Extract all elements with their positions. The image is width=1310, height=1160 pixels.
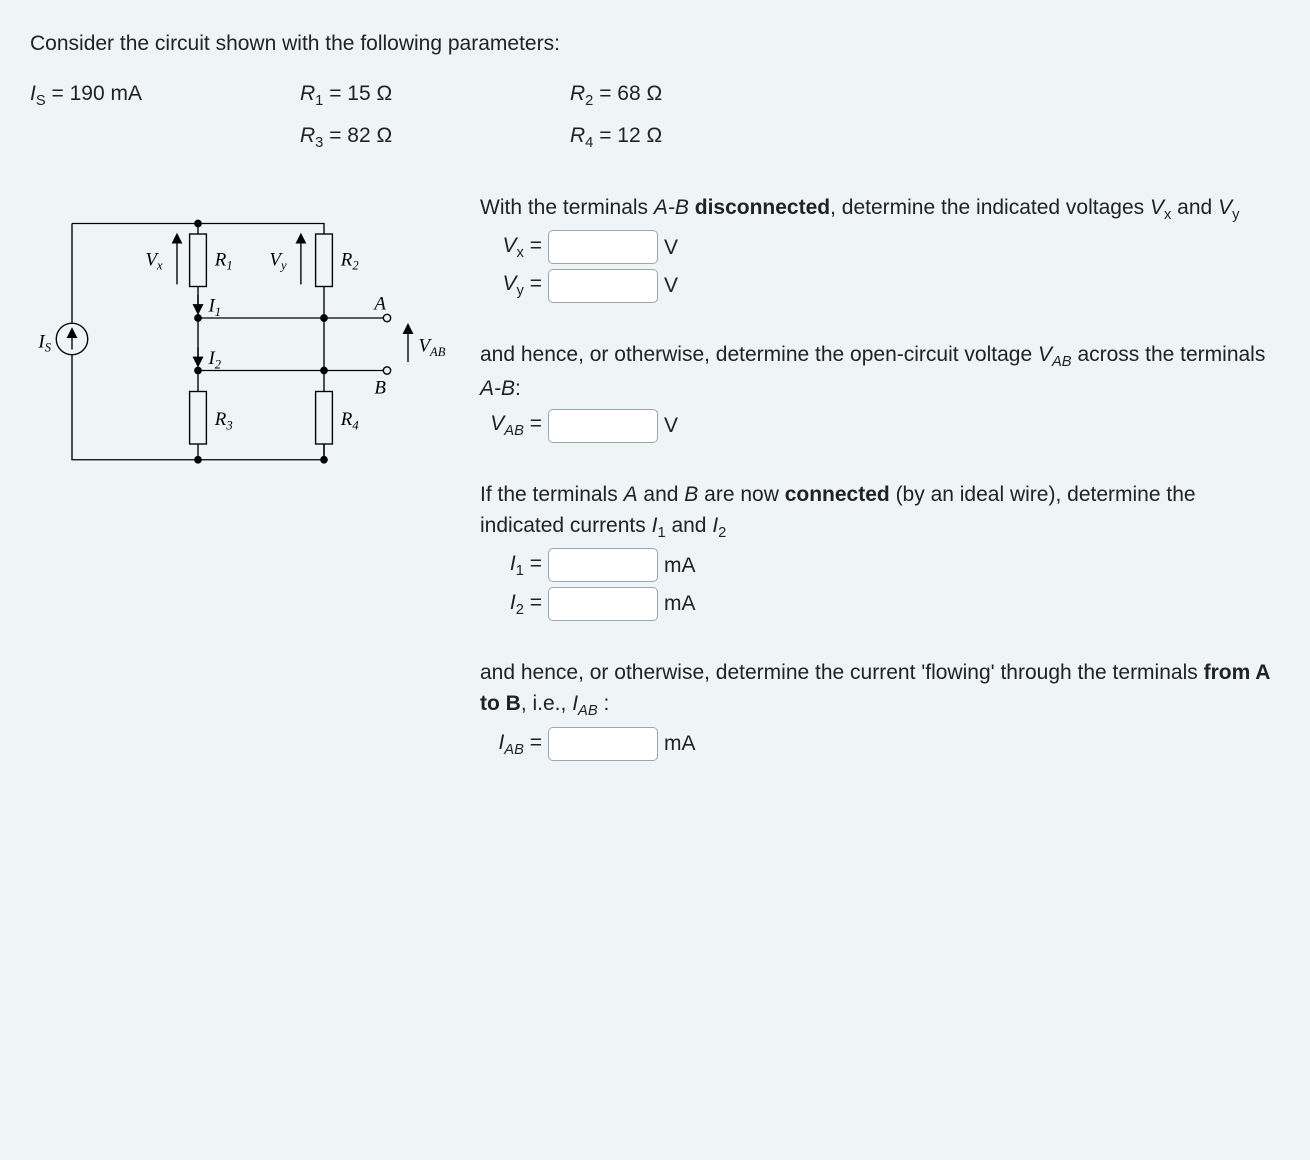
i2-input[interactable] — [548, 587, 658, 621]
param-R3: R3 = 82 Ω — [300, 120, 530, 154]
svg-text:VAB: VAB — [419, 336, 446, 359]
i2-unit: mA — [664, 588, 696, 620]
svg-text:I2: I2 — [208, 348, 222, 371]
vx-input[interactable] — [548, 230, 658, 264]
vy-input[interactable] — [548, 269, 658, 303]
param-R4: R4 = 12 Ω — [570, 120, 800, 154]
vab-unit: V — [664, 410, 678, 442]
svg-text:R2: R2 — [340, 249, 360, 272]
question-2: and hence, or otherwise, determine the o… — [480, 339, 1280, 443]
i1-input[interactable] — [548, 548, 658, 582]
svg-text:I1: I1 — [208, 296, 222, 319]
i1-unit: mA — [664, 550, 696, 582]
svg-text:R1: R1 — [214, 249, 233, 272]
param-Is: IS = 190 mA — [30, 78, 260, 112]
circuit-diagram: IS Vx R1 Vy R2 — [30, 192, 450, 797]
question-1: With the terminals A-B disconnected, det… — [480, 192, 1280, 303]
iab-input[interactable] — [548, 727, 658, 761]
param-R2: R2 = 68 Ω — [570, 78, 800, 112]
svg-text:R3: R3 — [214, 409, 233, 432]
svg-text:B: B — [374, 378, 386, 399]
svg-text:Vx: Vx — [146, 249, 164, 272]
param-R1: R1 = 15 Ω — [300, 78, 530, 112]
question-3: If the terminals A and B are now connect… — [480, 479, 1280, 621]
intro-text: Consider the circuit shown with the foll… — [30, 28, 1280, 60]
vab-input[interactable] — [548, 409, 658, 443]
vx-unit: V — [664, 232, 678, 264]
svg-text:IS: IS — [37, 331, 51, 354]
svg-text:R4: R4 — [340, 409, 360, 432]
vy-unit: V — [664, 270, 678, 302]
parameters: IS = 190 mA R1 = 15 Ω R3 = 82 Ω R2 = 68 … — [30, 78, 1280, 162]
question-4: and hence, or otherwise, determine the c… — [480, 657, 1280, 761]
svg-text:A: A — [372, 294, 386, 315]
iab-unit: mA — [664, 728, 696, 760]
svg-text:Vy: Vy — [269, 249, 287, 272]
